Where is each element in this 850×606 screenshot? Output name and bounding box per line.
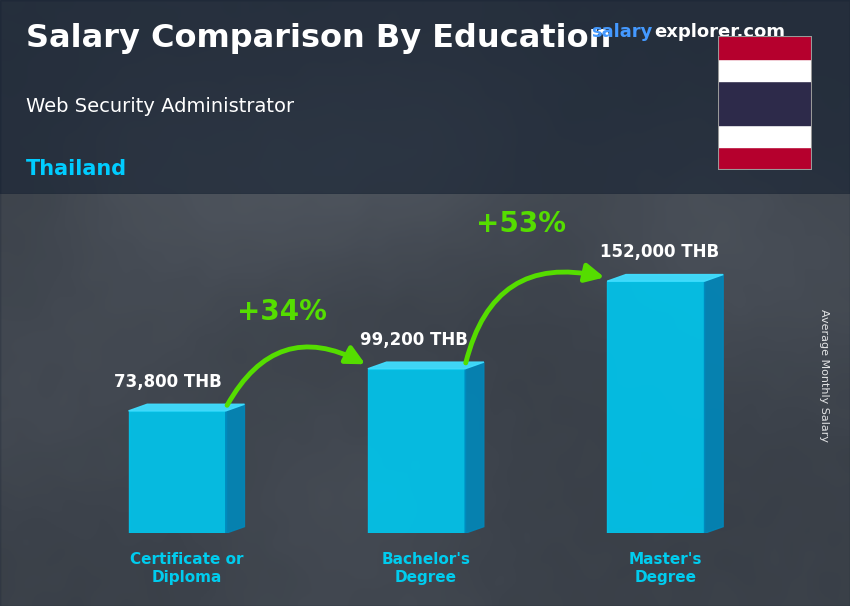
Text: 73,800 THB: 73,800 THB [114, 373, 221, 391]
Text: Web Security Administrator: Web Security Administrator [26, 97, 293, 116]
Text: Bachelor's
Degree: Bachelor's Degree [382, 552, 470, 585]
Text: +34%: +34% [237, 298, 326, 326]
Bar [718, 147, 812, 170]
Bar [718, 81, 812, 125]
Text: explorer.com: explorer.com [654, 23, 785, 41]
Polygon shape [465, 362, 484, 533]
Text: 152,000 THB: 152,000 THB [600, 243, 719, 261]
Bar [718, 125, 812, 147]
Polygon shape [368, 362, 484, 369]
Text: Certificate or
Diploma: Certificate or Diploma [130, 552, 243, 585]
Polygon shape [368, 369, 465, 533]
Text: Salary Comparison By Education: Salary Comparison By Education [26, 23, 611, 55]
Text: Master's
Degree: Master's Degree [628, 552, 702, 585]
Text: Average Monthly Salary: Average Monthly Salary [819, 309, 829, 442]
Polygon shape [226, 404, 245, 533]
Text: +53%: +53% [476, 210, 566, 239]
Polygon shape [705, 275, 723, 533]
Polygon shape [607, 281, 705, 533]
Bar [718, 36, 812, 59]
Text: salary: salary [591, 23, 652, 41]
Bar [718, 59, 812, 81]
Polygon shape [607, 275, 723, 281]
Polygon shape [128, 411, 226, 533]
Polygon shape [128, 404, 245, 411]
Text: 99,200 THB: 99,200 THB [360, 331, 468, 349]
Text: Thailand: Thailand [26, 159, 127, 179]
